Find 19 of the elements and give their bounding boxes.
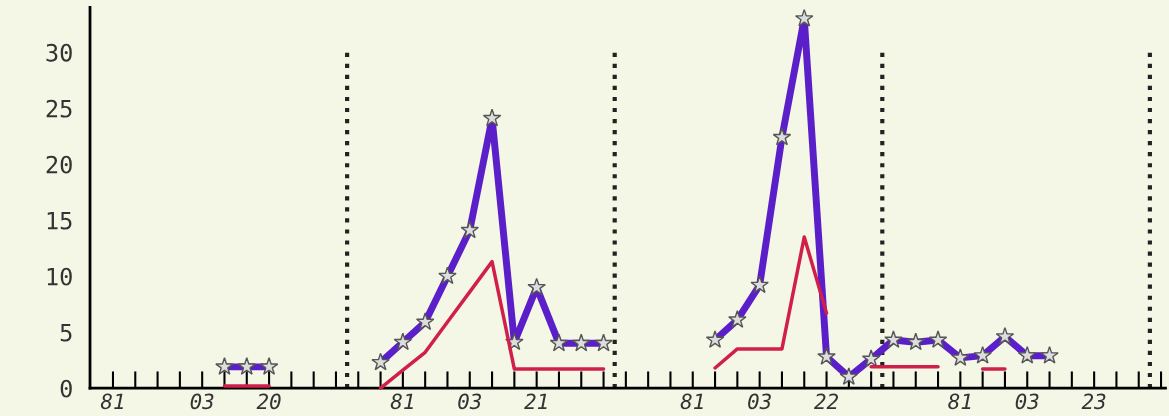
x-tick-label: 81 [100, 393, 123, 410]
y-tick-label: 15 [47, 212, 72, 230]
y-tick-label: 10 [47, 267, 72, 286]
x-tick-label: 20 [256, 393, 281, 410]
x-tick-label: 81 [680, 393, 703, 410]
x-tick-label: 21 [524, 393, 547, 409]
y-tick-label: 25 [46, 99, 72, 118]
y-tick-label: 20 [46, 155, 72, 174]
x-tick-label: 81 [948, 393, 971, 410]
x-tick-label: 03 [190, 393, 214, 410]
y-tick-label: 30 [46, 43, 72, 62]
x-tick-label: 23 [1081, 393, 1106, 410]
y-tick-label: 5 [60, 323, 72, 342]
y-tick-label: 0 [60, 379, 72, 398]
x-tick-label: 03 [1015, 393, 1039, 410]
x-tick-label: 03 [458, 393, 481, 410]
x-tick-label: 22 [814, 393, 838, 409]
x-tick-label: 81 [390, 393, 413, 410]
x-tick-label: 03 [748, 393, 771, 410]
